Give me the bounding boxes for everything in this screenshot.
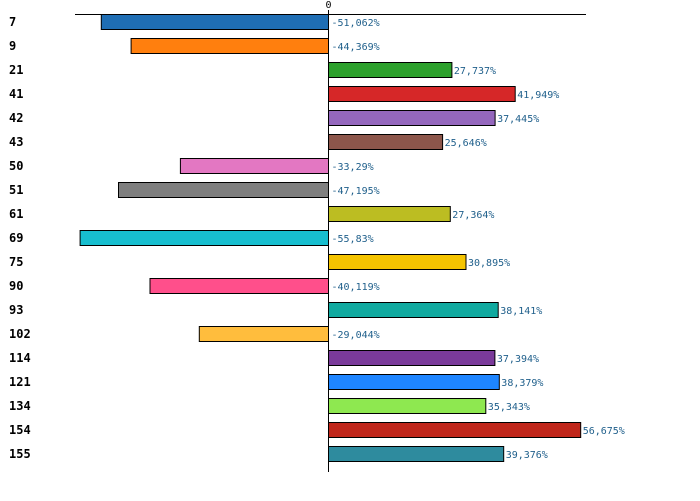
- value-label: -55,83%: [332, 234, 374, 245]
- value-label: 38,141%: [500, 306, 542, 317]
- value-label: 35,343%: [488, 402, 530, 413]
- bar-134: [328, 398, 487, 414]
- category-label: 134: [9, 399, 31, 413]
- value-label: -40,119%: [332, 282, 380, 293]
- bar-93: [328, 302, 499, 318]
- bar-154: [328, 422, 582, 438]
- bar-9: [130, 38, 329, 54]
- category-label: 154: [9, 423, 31, 437]
- category-label: 61: [9, 207, 23, 221]
- value-label: -33,29%: [332, 162, 374, 173]
- value-label: -44,369%: [332, 42, 380, 53]
- bar-121: [328, 374, 500, 390]
- value-label: 41,949%: [517, 90, 559, 101]
- category-label: 69: [9, 231, 23, 245]
- value-label: 27,364%: [452, 210, 494, 221]
- bar-90: [149, 278, 329, 294]
- tick-label-0: 0: [325, 0, 331, 11]
- value-label: 25,646%: [445, 138, 487, 149]
- category-label: 42: [9, 111, 23, 125]
- value-label: 38,379%: [501, 378, 543, 389]
- category-label: 21: [9, 63, 23, 77]
- category-label: 93: [9, 303, 23, 317]
- bar-7: [100, 14, 329, 30]
- value-label: 37,445%: [497, 114, 539, 125]
- category-label: 41: [9, 87, 23, 101]
- bar-61: [328, 206, 451, 222]
- category-label: 155: [9, 447, 31, 461]
- bar-21: [328, 62, 453, 78]
- bars-layer: 7 -51,062% 9 -44,369% 21 27,737% 41 41,949% 42 37…: [9, 14, 625, 462]
- value-label: 37,394%: [497, 354, 539, 365]
- value-label: 39,376%: [506, 450, 548, 461]
- category-label: 50: [9, 159, 23, 173]
- bar-114: [328, 350, 496, 366]
- value-label: -51,062%: [332, 18, 380, 29]
- category-label: 114: [9, 351, 31, 365]
- bar-41: [328, 86, 516, 102]
- bar-42: [328, 110, 496, 126]
- value-label: 30,895%: [468, 258, 510, 269]
- bar-102: [198, 326, 329, 342]
- category-label: 90: [9, 279, 23, 293]
- bar-75: [328, 254, 467, 270]
- bar-69: [79, 230, 329, 246]
- category-label: 9: [9, 39, 16, 53]
- bar-51: [118, 182, 329, 198]
- bar-155: [328, 446, 505, 462]
- category-label: 43: [9, 135, 23, 149]
- category-label: 121: [9, 375, 31, 389]
- category-label: 51: [9, 183, 23, 197]
- value-label: -47,195%: [332, 186, 380, 197]
- category-label: 75: [9, 255, 23, 269]
- value-label: 27,737%: [454, 66, 496, 77]
- category-label: 102: [9, 327, 31, 341]
- category-label: 7: [9, 15, 16, 29]
- bar-43: [328, 134, 444, 150]
- value-label: -29,044%: [332, 330, 380, 341]
- bar-50: [179, 158, 329, 174]
- ticks-layer: 0: [325, 0, 331, 11]
- value-label: 56,675%: [583, 426, 625, 437]
